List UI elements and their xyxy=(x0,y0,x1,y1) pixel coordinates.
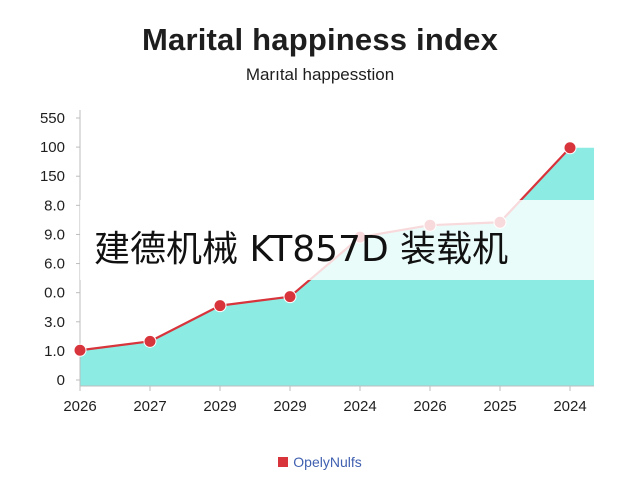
chart-subtitle: Marıtal happesstion xyxy=(245,65,395,84)
x-tick-label: 2024 xyxy=(343,398,376,415)
x-tick-label: 2024 xyxy=(553,398,586,415)
y-tick-label: 6.0 xyxy=(44,256,65,273)
y-tick-label: 9.0 xyxy=(44,226,65,243)
y-tick-label: 0.0 xyxy=(44,285,65,302)
watermark-banner xyxy=(80,200,594,280)
legend-swatch xyxy=(278,457,289,467)
y-tick-label: 150 xyxy=(40,168,65,185)
data-point xyxy=(213,299,227,313)
y-tick-label: 3.0 xyxy=(44,314,65,331)
y-tick-label: 8.0 xyxy=(44,197,65,214)
data-point xyxy=(563,141,577,155)
y-tick-label: 100 xyxy=(40,139,65,156)
x-tick-label: 2025 xyxy=(483,398,516,415)
chart-title: Marital happiness index xyxy=(141,22,499,57)
legend: OpelyNulfs xyxy=(0,454,640,470)
watermark-text: 建德机械 KT857D 装载机 xyxy=(94,229,509,270)
x-tick-label: 2026 xyxy=(413,398,446,415)
x-tick-label: 2029 xyxy=(203,398,236,415)
x-tick-label: 2027 xyxy=(133,398,166,415)
y-tick-label: 1.0 xyxy=(44,343,65,360)
y-tick-label: 550 xyxy=(40,110,65,127)
data-point xyxy=(283,290,297,304)
data-point xyxy=(143,334,157,348)
data-point xyxy=(73,343,87,357)
x-tick-label: 2029 xyxy=(273,398,306,415)
x-tick-label: 2026 xyxy=(63,398,96,415)
y-tick-label: 0 xyxy=(57,372,65,389)
legend-label: OpelyNulfs xyxy=(293,454,362,470)
